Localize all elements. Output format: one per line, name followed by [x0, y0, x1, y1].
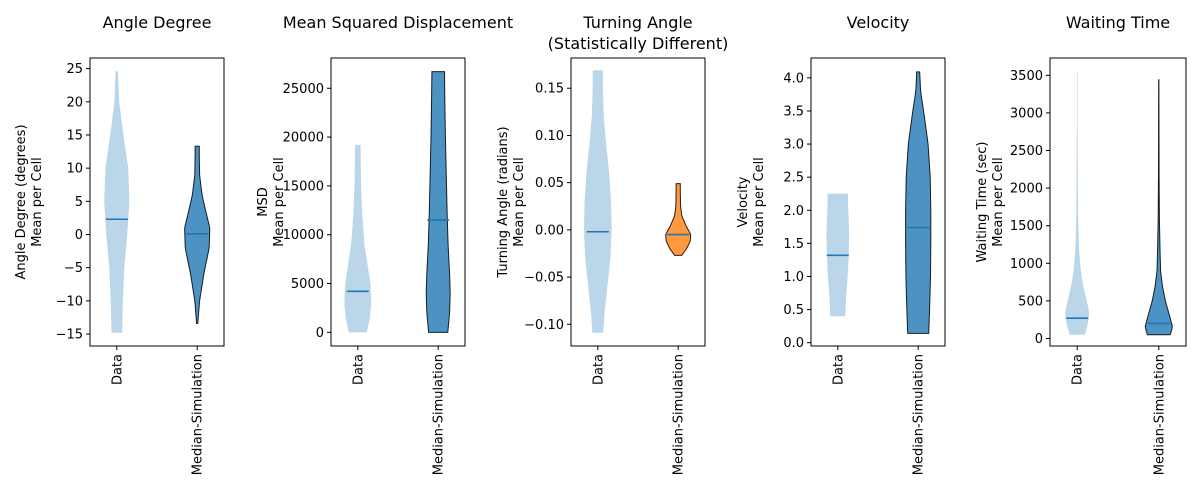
- ytick-label: 15: [66, 128, 83, 143]
- chart-panel-5: 0 500 1000 1500 2000 2500 3000 3500 Data Median-S…: [975, 13, 1187, 475]
- ytick-label: 2000: [1010, 182, 1043, 197]
- ytick-label: 1000: [1010, 257, 1043, 272]
- ytick-label: 5: [75, 195, 83, 210]
- chart-panel-1: −15 −10 −5 0 5 10 15 20 25 Data Median-Simulation A…: [14, 13, 225, 475]
- ytick-label: 0.05: [535, 176, 564, 191]
- violin-data-5: [1065, 71, 1090, 335]
- axes-frame-5: [1049, 57, 1187, 347]
- violin-median-simulation-2: [425, 71, 451, 333]
- ylabel-line: Mean per Cell: [752, 157, 767, 247]
- xtick-label: Data: [110, 354, 125, 385]
- chart-title: Waiting Time: [1066, 13, 1170, 32]
- ytick-label: 0: [1035, 332, 1043, 347]
- ylabel-line: Velocity: [736, 176, 751, 227]
- ytick-label: −0.05: [524, 271, 564, 286]
- xtick-label: Median-Simulation: [1152, 354, 1167, 475]
- axes-frame-2: [330, 57, 466, 347]
- ytick-label: 1500: [1010, 219, 1043, 234]
- ylabel-line: MSD: [256, 187, 271, 216]
- ytick-label: 0.15: [535, 82, 564, 97]
- xtick-label: Data: [831, 354, 846, 385]
- violin-median-simulation-5: [1144, 79, 1173, 336]
- ylabel-line: Turning Angle (radians): [496, 126, 511, 278]
- ytick-label: 3.0: [783, 138, 804, 153]
- violin-data-1: [104, 71, 130, 333]
- ytick-label: 10000: [283, 228, 324, 243]
- ytick-label: 2500: [1010, 144, 1043, 159]
- chart-title: Velocity: [847, 13, 910, 32]
- ytick-label: 3000: [1010, 106, 1043, 121]
- ytick-label: 0: [75, 228, 83, 243]
- ytick-label: 0: [316, 326, 324, 341]
- ytick-label: 25000: [283, 82, 324, 97]
- ytick-label: 0.00: [535, 223, 564, 238]
- ytick-label: 2.5: [783, 171, 804, 186]
- ytick-label: −10: [56, 294, 83, 309]
- ytick-label: −15: [56, 328, 83, 343]
- chart-title: (Statistically Different): [548, 34, 729, 53]
- xtick-label: Data: [351, 354, 366, 385]
- axes-frame-1: [89, 57, 225, 347]
- ytick-label: 2.0: [783, 204, 804, 219]
- ylabel-line: Mean per Cell: [512, 157, 527, 247]
- ytick-label: 4.0: [783, 71, 804, 86]
- xtick-label: Median-Simulation: [912, 354, 927, 475]
- ytick-label: 25: [66, 62, 83, 77]
- axes-frame-4: [810, 57, 946, 347]
- violin-median-simulation-3: [665, 183, 692, 256]
- ylabel-line: Mean per Cell: [30, 157, 45, 247]
- ytick-label: 1.0: [783, 270, 804, 285]
- ytick-label: 0.5: [783, 303, 804, 318]
- axes-frame-3: [570, 57, 706, 347]
- ytick-label: 20000: [283, 131, 324, 146]
- ytick-label: 10: [66, 162, 83, 177]
- ytick-label: −0.10: [524, 318, 564, 333]
- xtick-label: Data: [1071, 354, 1086, 385]
- ytick-label: 0.10: [535, 129, 564, 144]
- chart-panel-2: 0 5000 10000 15000 20000 25000 Data Median-Simu…: [256, 13, 513, 475]
- xtick-label: Data: [591, 354, 606, 385]
- chart-title: Angle Degree: [103, 13, 212, 32]
- ytick-label: 1.5: [783, 237, 804, 252]
- ytick-label: −5: [64, 261, 83, 276]
- ytick-label: 3.5: [783, 104, 804, 119]
- ytick-label: 500: [1018, 294, 1043, 309]
- violin-median-simulation-1: [184, 145, 211, 324]
- ylabel-line: Waiting Time (sec): [975, 142, 990, 263]
- chart-title: Turning Angle: [582, 13, 692, 32]
- xtick-label: Median-Simulation: [191, 354, 206, 475]
- violin-median-simulation-4: [905, 71, 932, 334]
- chart-panel-4: 0.0 0.5 1.0 1.5 2.0 2.5 3.0 3.5 4.0 Data Median-Si…: [736, 13, 946, 475]
- ytick-label: 0.0: [783, 336, 804, 351]
- ytick-label: 20: [66, 95, 83, 110]
- violin-data-3: [584, 70, 612, 333]
- ylabel-line: Mean per Cell: [991, 157, 1006, 247]
- chart-title: Mean Squared Displacement: [283, 13, 513, 32]
- ylabel-line: Mean per Cell: [272, 157, 287, 247]
- violin-data-2: [344, 144, 372, 333]
- ytick-label: 15000: [283, 179, 324, 194]
- xtick-label: Median-Simulation: [672, 354, 687, 475]
- chart-panel-3: −0.10 −0.05 0.00 0.05 0.10 0.15 Data Median-Sim…: [496, 13, 728, 475]
- xtick-label: Median-Simulation: [432, 354, 447, 475]
- ylabel-line: Angle Degree (degrees): [14, 124, 29, 279]
- ytick-label: 5000: [291, 277, 324, 292]
- ytick-label: 3500: [1010, 69, 1043, 84]
